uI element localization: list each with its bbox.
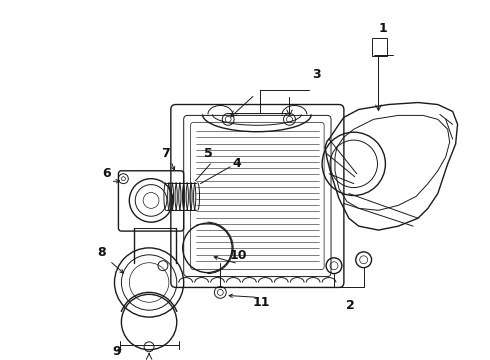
Text: 2: 2 [346, 299, 355, 312]
Text: 11: 11 [253, 296, 270, 309]
Text: 6: 6 [102, 167, 111, 180]
Text: 8: 8 [98, 246, 106, 259]
Text: 9: 9 [112, 345, 121, 358]
Text: 5: 5 [204, 148, 213, 161]
Text: 4: 4 [233, 157, 242, 170]
Text: 10: 10 [229, 249, 247, 262]
Text: 1: 1 [379, 22, 388, 35]
Text: 3: 3 [312, 68, 320, 81]
Text: 7: 7 [162, 148, 170, 161]
Bar [371, 38, 388, 56]
